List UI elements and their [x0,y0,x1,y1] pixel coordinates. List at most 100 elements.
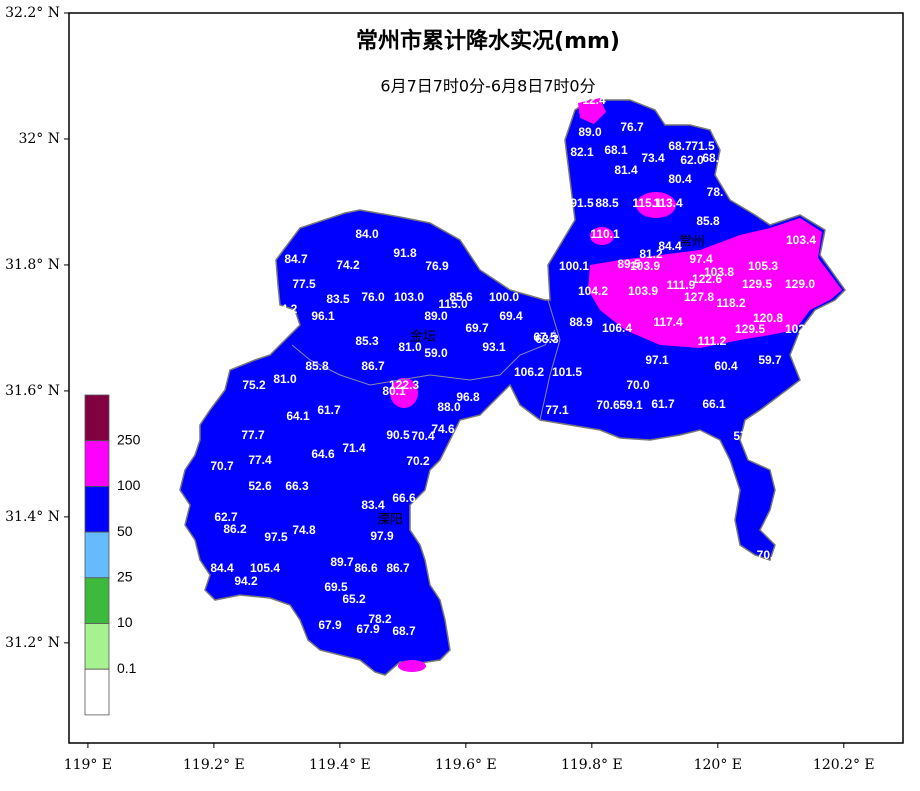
station-value: 110.1 [590,227,620,241]
station-value: 103.8 [704,265,734,279]
x-tick-label: 119.4° E [309,757,371,773]
station-value: 104.2 [578,284,608,298]
station-value: 85.6 [449,290,473,304]
heavy-rain-area [636,192,676,218]
station-value: 89.0 [578,125,602,139]
station-value: 84.7 [284,252,308,266]
station-value: 86.2 [223,522,247,536]
station-value: 90.5 [386,428,410,442]
station-value: 66.3 [285,479,309,493]
station-value: 65.2 [342,592,366,606]
station-value: 53.5 [758,447,782,461]
station-value: 70.4 [411,429,435,443]
station-value: 64.1 [286,409,310,423]
x-tick-label: 120.2° E [813,757,875,773]
station-value: 78.2 [368,612,392,626]
x-tick-label: 119° E [64,757,112,773]
station-value: 118.2 [716,296,746,310]
county-border [291,329,556,386]
y-tick-label: 31.8° N [5,257,60,273]
station-value: 80.1 [382,384,406,398]
y-tick-label: 32° N [18,131,60,147]
heavy-rain-area [398,660,426,672]
heavy-rain-area [390,378,418,408]
station-value: 120.8 [753,311,783,325]
station-value: 64.6 [311,447,335,461]
station-value: 67.9 [318,618,342,632]
y-tick-label: 31.2° N [5,635,60,651]
station-value: 76.0 [361,290,385,304]
station-value: 76.9 [425,259,449,273]
station-value: 89.5 [617,257,641,271]
station-value: 68.7 [668,139,692,153]
station-value: 105.4 [250,561,280,575]
station-value: 103.0 [394,290,424,304]
station-value: 61.7 [651,397,675,411]
station-value: 97.4 [689,252,713,266]
station-value: 89.7 [330,555,354,569]
station-value: 63.3 [535,332,559,346]
station-value: 100.0 [489,290,519,304]
station-value: 113.4 [653,196,683,210]
station-value: 88.9 [569,315,593,329]
county-border [539,299,561,421]
station-value: 129.5 [742,277,772,291]
station-value: 111.9 [667,278,696,292]
station-value: 68.7 [392,624,416,638]
station-value: 78. [707,185,724,199]
station-value: 85.8 [305,359,329,373]
heavy-rain-area [588,218,842,348]
station-value: 81.2 [639,247,663,261]
station-value: 69.7 [465,321,489,335]
station-value: 89.0 [424,309,448,323]
heavy-rain-area [590,227,614,245]
legend-label: 100 [117,477,141,493]
station-value: 81.4 [614,163,638,177]
station-value: 66.1 [702,397,726,411]
station-value: 62.7 [214,510,238,524]
station-value: 100.1 [559,259,589,273]
x-tick-label: 119.8° E [561,757,623,773]
station-value: 97.5 [264,530,288,544]
station-value: 84.4 [658,239,682,253]
legend-swatch [84,485,110,533]
station-value: 88.5 [595,196,619,210]
plot-frame [68,12,904,744]
station-value: 62.0 [680,153,704,167]
station-value: 103.9 [628,284,658,298]
station-value: 117.4 [653,315,683,329]
station-value: 102.6 [785,322,815,336]
station-value: 71.5 [691,139,715,153]
station-value: 88.0 [437,400,461,414]
regions [179,98,846,676]
station-value: 75.2 [242,378,266,392]
map-subtitle: 6月7日7时0分-6月8日7时0分 [380,77,595,96]
place-name: 金坛 [410,329,436,345]
station-value: 122.3 [389,378,419,392]
station-value: 115.0 [438,297,468,311]
station-value: 68.8 [702,151,726,165]
station-value: 106.2 [514,365,544,379]
station-value: 59.7 [758,353,782,367]
place-name: 溧阳 [377,513,403,528]
y-tick-label: 31.6° N [5,383,60,399]
station-value: 129.0 [785,277,815,291]
station-value: 77.4 [248,453,272,467]
station-value: 80.4 [668,172,692,186]
station-value: 103.9 [630,259,660,273]
station-value: 94.2 [234,574,258,588]
station-value: 122.6 [692,272,722,286]
station-value: 103.4 [786,233,816,247]
station-value: 70.7 [210,459,234,473]
legend-label: 25 [117,569,133,585]
station-value: 97.1 [645,353,669,367]
station-value: 106.4 [602,321,632,335]
station-value: 61.7 [317,403,341,417]
station-value: 81.0 [273,372,297,386]
place-name: 常州 [679,235,705,250]
station-value: 84.4 [210,561,234,575]
station-value: 52.6 [248,479,272,493]
station-value: 74.2 [336,258,360,272]
station-value: 74.6 [431,422,455,436]
